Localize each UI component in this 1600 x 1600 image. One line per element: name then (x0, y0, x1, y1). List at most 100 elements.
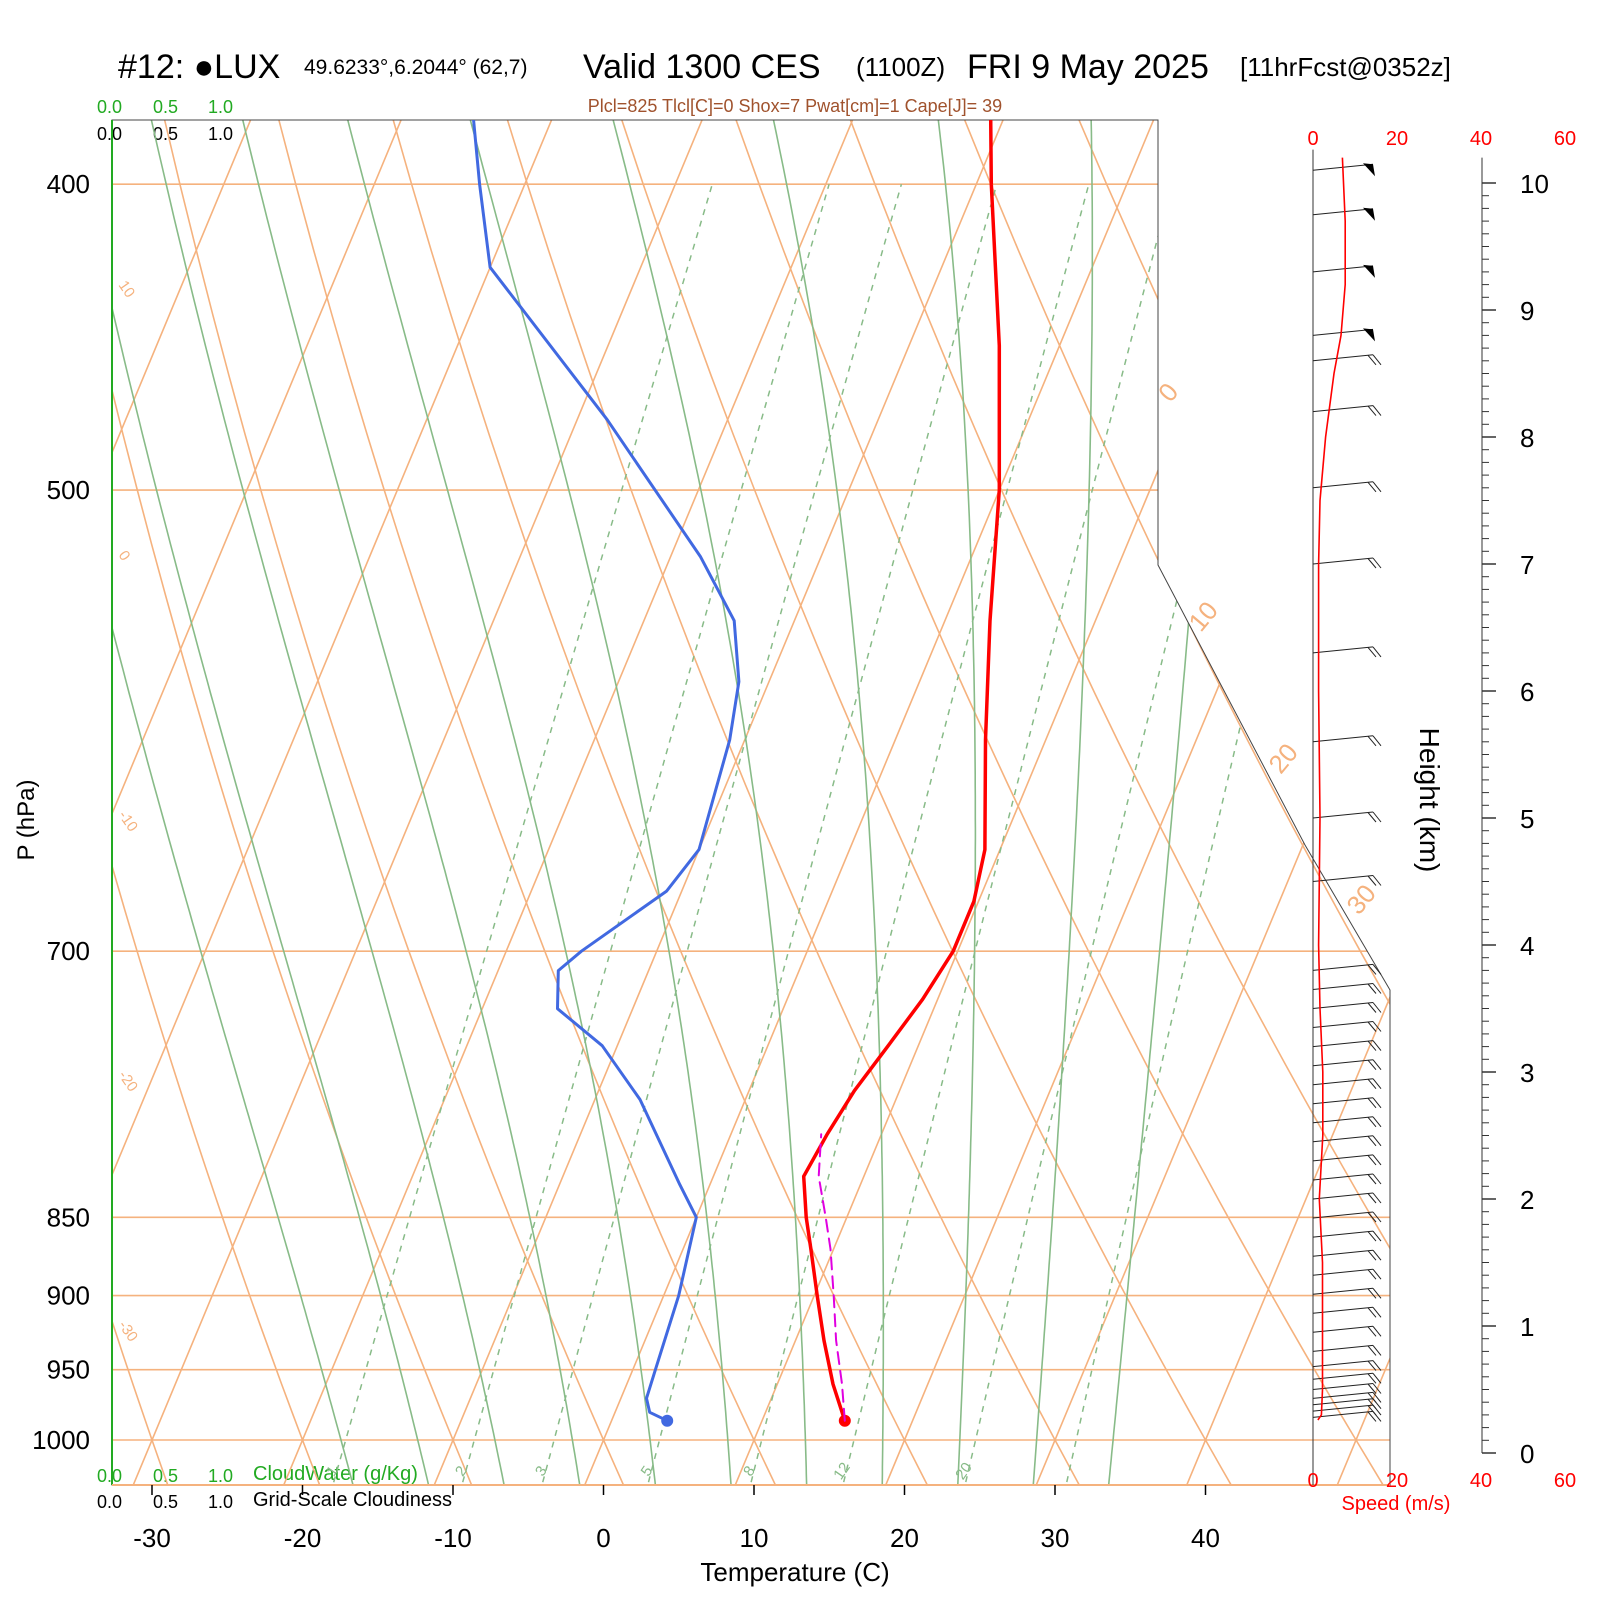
isotherm-line (1484, 0, 1600, 1494)
wind-barb-shaft (1312, 963, 1374, 971)
height-tick-label: 0 (1520, 1439, 1534, 1469)
dry-adiabat-line (1433, 0, 1600, 1494)
x-tick-label: 10 (740, 1523, 769, 1553)
wind-barb-shaft (1312, 1173, 1374, 1181)
wind-barb-shaft (1312, 735, 1374, 743)
mixing-ratio-label: 12 (830, 1460, 853, 1483)
wind-barb-feather (1372, 1360, 1382, 1371)
wind-barb-feather (1372, 1192, 1382, 1204)
wind-barb-shaft (1312, 1410, 1374, 1418)
y-tick-label: 700 (47, 936, 90, 966)
wind-barb-feather (1372, 875, 1382, 886)
wind-barb-feather (1367, 1360, 1377, 1371)
moist-adiabat-line (122, 120, 582, 1485)
station-label: #12: ●LUX (118, 48, 280, 86)
isotherm-line (0, 0, 18, 1494)
speed-tick-label: 20 (1386, 1470, 1408, 1492)
x-tick-label: -20 (284, 1523, 322, 1553)
cloudwater-axis-label: CloudWater (g/Kg) (253, 1463, 418, 1485)
isotherm-line (128, 120, 1072, 1485)
mixing-ratio-label: 20 (952, 1460, 975, 1483)
isotherm-label: 0 (115, 548, 134, 565)
wind-barb-feather (1367, 1040, 1377, 1051)
isotherm-label: 20 (1262, 737, 1304, 778)
wind-barb-feather (1372, 1383, 1382, 1394)
dry-adiabat-line (112, 120, 324, 1485)
speed-tick-label: 40 (1470, 128, 1492, 150)
wind-barb-feather (1372, 1372, 1382, 1384)
wind-barb-feather (1367, 558, 1377, 569)
wind-barb-feather (1372, 964, 1382, 975)
cloud-scale-bottom: 0.0 0.5 1.0 CloudWater (g/Kg) 0.0 0.5 1.… (97, 1463, 452, 1512)
wind-barb-feather (1372, 1021, 1382, 1032)
cloudwater-tick: 1.0 (208, 1466, 233, 1486)
wind-barb-feather (1372, 983, 1382, 994)
dry-adiabat-line (861, 120, 1390, 1485)
isotherm-label: 0 (1152, 377, 1184, 407)
wind-barb-shaft (1312, 983, 1374, 990)
coords-label: 49.6233°,6.2044° (62,7) (304, 56, 527, 79)
wind-barb-feather (1367, 1231, 1377, 1242)
wind-barb-shaft (1312, 875, 1374, 882)
wind-barb-feather (1367, 1392, 1377, 1403)
wind-barb-flag (1363, 264, 1375, 278)
wind-barb-feather (1367, 1411, 1377, 1422)
wind-barb-shaft (1312, 1398, 1374, 1406)
cloudiness-tick: 1.0 (208, 124, 233, 144)
cloudiness-axis-label: Grid-Scale Cloudiness (253, 1489, 452, 1511)
dry-adiabat-line (112, 120, 629, 1485)
wind-barb-feather (1367, 1212, 1377, 1223)
wind-barb-feather (1367, 1326, 1377, 1337)
wind-barb-feather (1372, 405, 1382, 416)
wind-barb-feather (1367, 964, 1377, 975)
isotherm-line (1182, 120, 1390, 1485)
y-axis-label: P (hPa) (13, 780, 40, 861)
wind-barb-feather (1372, 1154, 1382, 1166)
wind-barb-feather (1367, 1250, 1377, 1261)
axes: P (hPa) Temperature (C) 2503004005007008… (13, 169, 1220, 1587)
wind-barb-shaft (1312, 1021, 1374, 1028)
height-tick-label: 4 (1520, 931, 1534, 961)
wind-barb-feather (1372, 1059, 1382, 1071)
y-tick-label: 1000 (32, 1425, 90, 1455)
cloud-scale-top: 0.0 0.5 1.0 0.0 0.5 1.0 (97, 97, 233, 144)
wind-barb-feather (1367, 1345, 1377, 1356)
dry-adiabat-line (1051, 120, 1390, 1485)
wind-barb-feather (1372, 1287, 1382, 1299)
isotherm-line (429, 120, 1373, 1485)
wind-barb-flag (1363, 207, 1375, 221)
wind-barb-feather (1367, 1002, 1377, 1013)
wind-barb-feather (1372, 481, 1382, 493)
wind-barb-feather (1372, 1211, 1382, 1223)
wind-barb-feather (1372, 1268, 1382, 1280)
isotherm-line (1031, 120, 1390, 1485)
wind-barb-feather (1372, 1135, 1382, 1147)
isotherm-line (112, 120, 771, 1485)
background-lines (0, 0, 1600, 1494)
wind-barb-shaft (1312, 646, 1374, 654)
dry-adiabat-line (0, 0, 19, 1494)
wind-barb-feather (1367, 1405, 1377, 1416)
wind-barb-feather (1367, 1193, 1377, 1204)
isotherm-line (112, 120, 922, 1485)
cloudwater-tick: 0.0 (97, 1466, 122, 1486)
wind-barb-feather (1367, 1116, 1377, 1128)
wind-barb-feather (1367, 405, 1377, 416)
isotherm-label: 10 (115, 278, 138, 301)
wind-barb-shaft (1312, 1192, 1374, 1200)
isotherm-line (730, 120, 1390, 1485)
cloudwater-tick: 1.0 (208, 97, 233, 117)
y-tick-label: 400 (47, 169, 90, 199)
speed-axis-label: Speed (m/s) (1342, 1493, 1451, 1515)
wind-barb-feather (1367, 1078, 1377, 1090)
wind-barb-shaft (1312, 1230, 1374, 1238)
forecast-label: [11hrFcst@0352z] (1240, 52, 1451, 82)
dry-adiabat-line (576, 120, 1390, 1485)
y-tick-label: 950 (47, 1355, 90, 1385)
cloudwater-tick: 0.5 (153, 1466, 178, 1486)
mixing-ratio-line (644, 184, 998, 1485)
valid-time-label: Valid 1300 CES (583, 48, 821, 86)
wind-barb-feather (1367, 875, 1377, 886)
wind-barb-feather (1372, 1040, 1382, 1051)
